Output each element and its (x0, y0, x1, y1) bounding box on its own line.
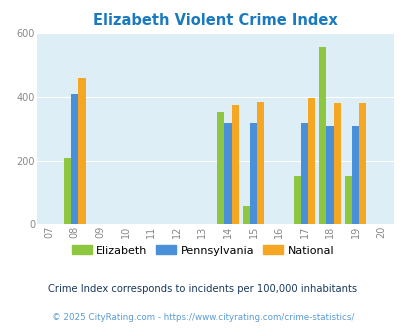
Bar (249, 123, 256, 224)
Bar (307, 98, 314, 224)
Bar (318, 47, 326, 224)
Bar (358, 103, 365, 224)
Bar (344, 176, 351, 224)
Bar (78, 78, 85, 224)
Text: Crime Index corresponds to incidents per 100,000 inhabitants: Crime Index corresponds to incidents per… (48, 284, 357, 294)
Legend: Elizabeth, Pennsylvania, National: Elizabeth, Pennsylvania, National (67, 241, 338, 260)
Bar (242, 206, 249, 224)
Bar (300, 123, 307, 224)
Bar (231, 105, 238, 224)
Bar (217, 112, 224, 224)
Bar (256, 102, 264, 224)
Title: Elizabeth Violent Crime Index: Elizabeth Violent Crime Index (93, 13, 337, 28)
Bar (351, 126, 358, 224)
Bar (71, 94, 78, 224)
Bar (224, 123, 231, 224)
Bar (326, 126, 333, 224)
Text: © 2025 CityRating.com - https://www.cityrating.com/crime-statistics/: © 2025 CityRating.com - https://www.city… (51, 313, 354, 322)
Bar (333, 103, 340, 224)
Bar (293, 176, 300, 224)
Bar (64, 158, 71, 224)
